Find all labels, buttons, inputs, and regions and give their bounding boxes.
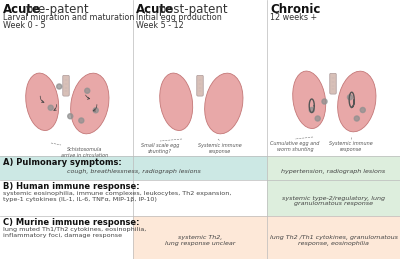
Text: Systemic immune
response: Systemic immune response bbox=[329, 141, 373, 152]
Text: systemic eosinophilia, immune complexes, leukocytes, Th2 expansion,
type-1 cytok: systemic eosinophilia, immune complexes,… bbox=[3, 191, 231, 202]
Bar bbox=[63, 76, 69, 93]
Bar bbox=[0, 156, 267, 180]
Text: Chronic: Chronic bbox=[270, 3, 320, 16]
Circle shape bbox=[309, 107, 314, 113]
Text: systemic Th2,
lung response unclear: systemic Th2, lung response unclear bbox=[165, 235, 235, 246]
Text: A) Pulmonary symptoms:: A) Pulmonary symptoms: bbox=[3, 158, 122, 167]
Circle shape bbox=[322, 99, 327, 104]
FancyBboxPatch shape bbox=[63, 75, 69, 96]
Text: Larval migration and maturation: Larval migration and maturation bbox=[3, 13, 134, 22]
FancyBboxPatch shape bbox=[330, 73, 336, 94]
Text: C) Murine immune response:: C) Murine immune response: bbox=[3, 218, 140, 227]
Text: Week 5 - 12: Week 5 - 12 bbox=[136, 21, 184, 30]
Ellipse shape bbox=[160, 73, 193, 131]
Circle shape bbox=[360, 107, 365, 113]
Text: 12 weeks +: 12 weeks + bbox=[270, 13, 317, 22]
Bar bbox=[197, 76, 203, 93]
Bar bbox=[267, 180, 400, 216]
Text: Schistosomula
arrive in circulation: Schistosomula arrive in circulation bbox=[61, 147, 108, 158]
Text: lung muted Th1/Th2 cytokines, eosinophilia,
inflammatory foci, damage response: lung muted Th1/Th2 cytokines, eosinophil… bbox=[3, 227, 146, 238]
Text: Initial egg production: Initial egg production bbox=[136, 13, 222, 22]
Circle shape bbox=[79, 118, 84, 123]
Circle shape bbox=[57, 84, 62, 89]
Circle shape bbox=[354, 116, 359, 121]
Ellipse shape bbox=[338, 71, 376, 132]
Text: lung Th2 /Th1 cytokines, granulomatous
response, eosinophilia: lung Th2 /Th1 cytokines, granulomatous r… bbox=[270, 235, 398, 246]
Text: post-patent: post-patent bbox=[155, 3, 228, 16]
Circle shape bbox=[93, 108, 98, 113]
Ellipse shape bbox=[293, 71, 326, 128]
Bar bbox=[267, 156, 400, 180]
Ellipse shape bbox=[205, 73, 243, 134]
Bar bbox=[133, 216, 400, 259]
Text: cough, breathlessness, radiograph lesions: cough, breathlessness, radiograph lesion… bbox=[66, 169, 200, 174]
Circle shape bbox=[315, 116, 320, 121]
Text: hypertension, radiograph lesions: hypertension, radiograph lesions bbox=[281, 169, 386, 174]
FancyBboxPatch shape bbox=[197, 75, 203, 96]
FancyBboxPatch shape bbox=[330, 73, 336, 94]
FancyBboxPatch shape bbox=[63, 75, 69, 96]
Text: Small scale egg
shunting?: Small scale egg shunting? bbox=[141, 143, 179, 154]
Text: Week 0 - 5: Week 0 - 5 bbox=[3, 21, 46, 30]
Circle shape bbox=[48, 105, 53, 110]
Text: Systemic immune
response: Systemic immune response bbox=[198, 143, 242, 154]
Ellipse shape bbox=[26, 73, 59, 131]
FancyBboxPatch shape bbox=[197, 75, 203, 96]
Bar bbox=[330, 74, 336, 91]
Text: Acute: Acute bbox=[136, 3, 174, 16]
Text: pre-patent: pre-patent bbox=[22, 3, 88, 16]
Circle shape bbox=[348, 95, 352, 100]
Circle shape bbox=[85, 88, 90, 93]
Text: B) Human immune response:: B) Human immune response: bbox=[3, 182, 140, 191]
Text: Acute: Acute bbox=[3, 3, 41, 16]
Text: Cumulative egg and
worm shunting: Cumulative egg and worm shunting bbox=[270, 141, 320, 152]
Text: systemic type-2/regulatory, lung
granulomatous response: systemic type-2/regulatory, lung granulo… bbox=[282, 196, 385, 206]
Ellipse shape bbox=[71, 73, 109, 134]
Circle shape bbox=[68, 114, 73, 119]
